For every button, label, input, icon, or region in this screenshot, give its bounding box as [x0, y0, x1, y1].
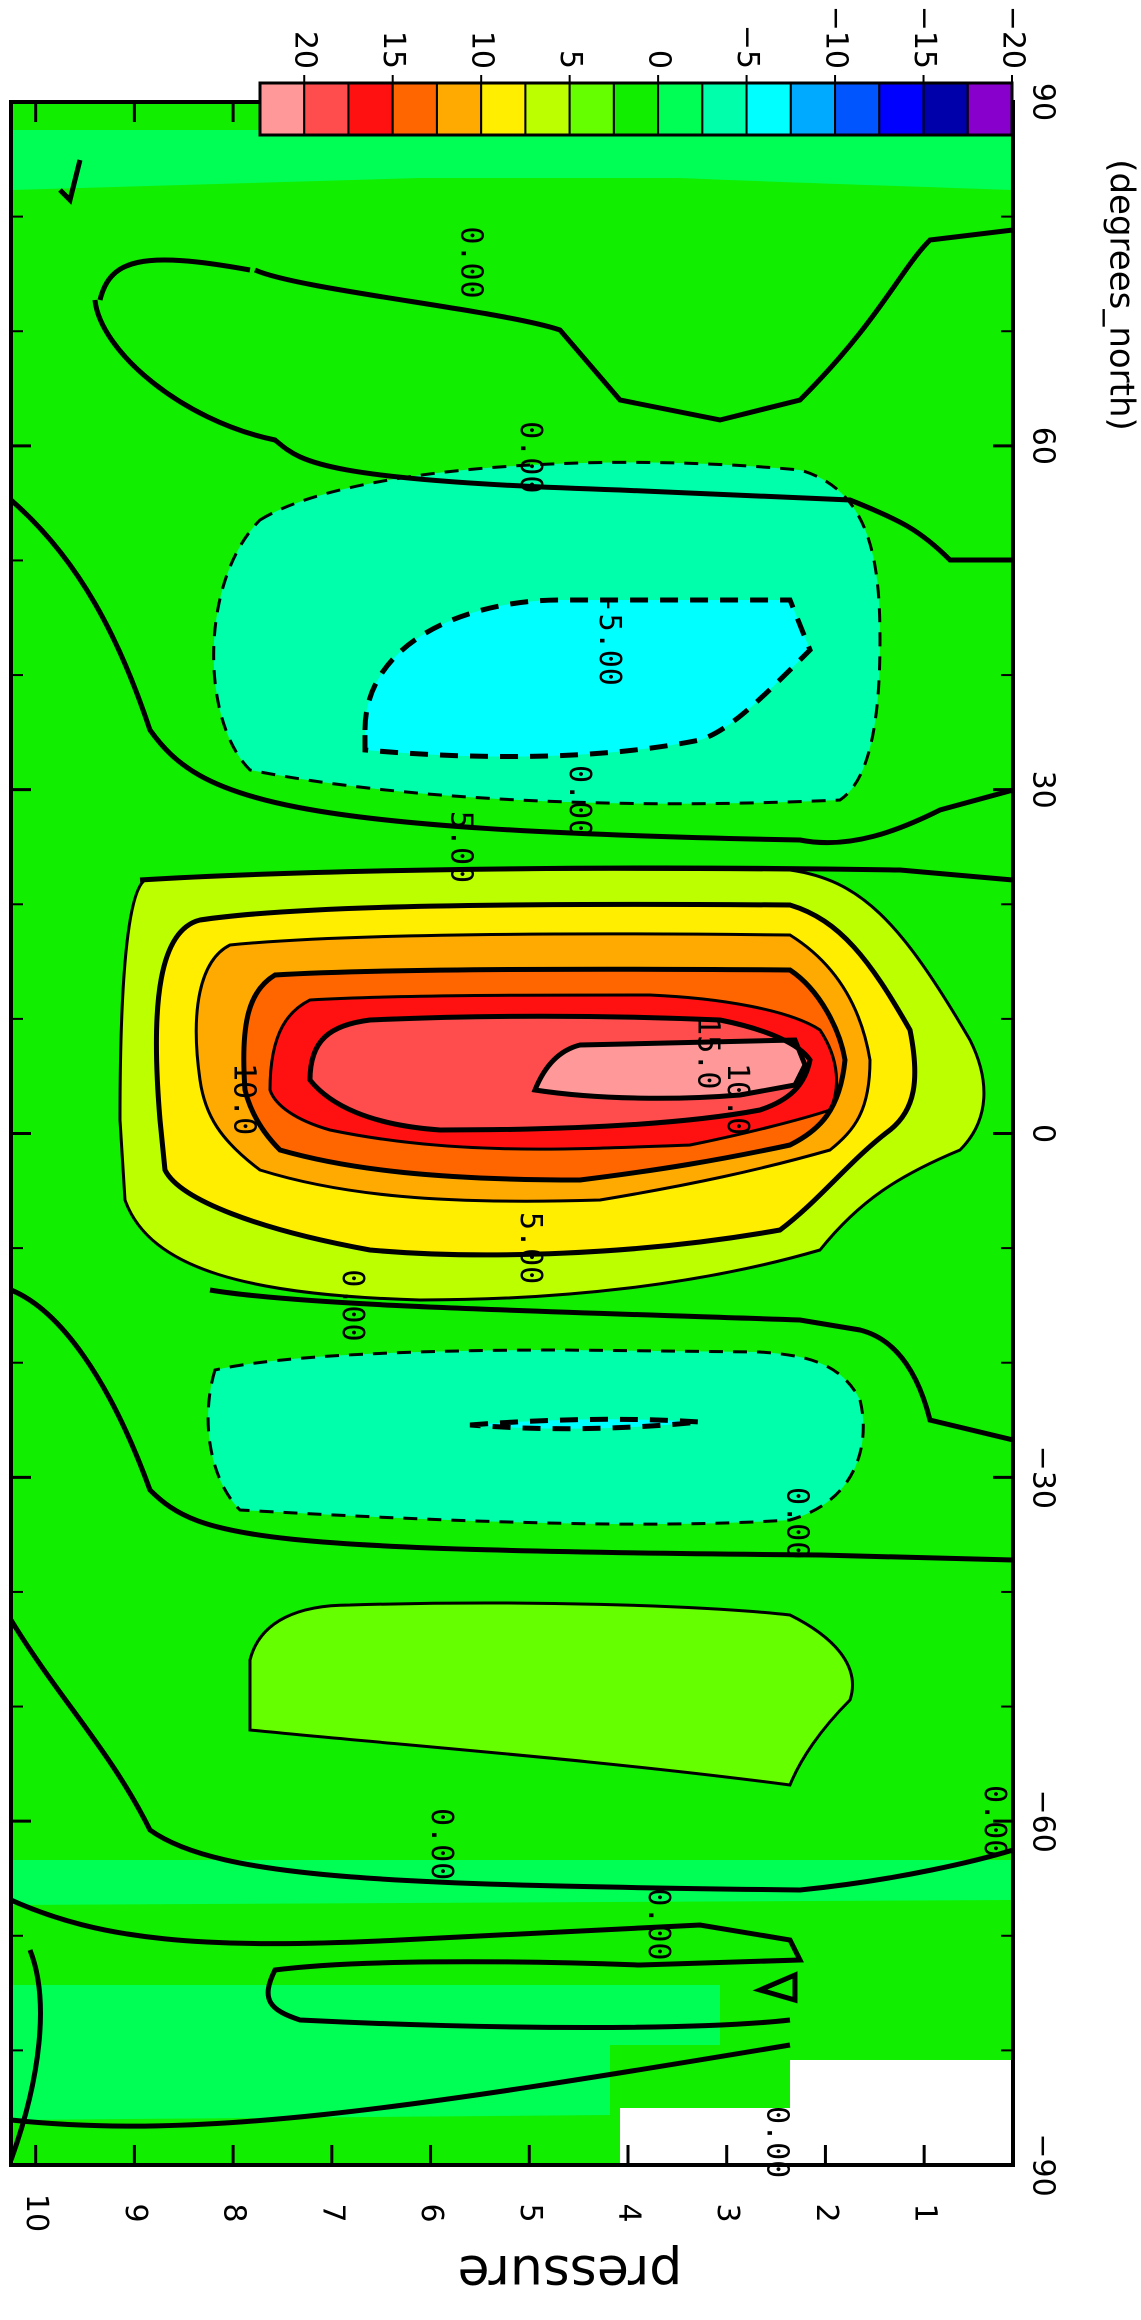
colorbar-tick-label: 20 — [288, 31, 323, 69]
contour-label-text: 0.00 — [779, 1487, 814, 1559]
colorbar-swatch — [658, 83, 702, 135]
colorbar-swatch — [924, 83, 968, 135]
colorbar-tick-label: 0 — [642, 50, 677, 69]
colorbar-swatch — [702, 83, 746, 135]
contour-label-text: 10.0 — [720, 1063, 755, 1135]
y-axis-title: pressure — [458, 2243, 683, 2303]
y-tick-label: 10 — [19, 2194, 54, 2232]
colorbar-swatch — [879, 83, 923, 135]
colorbar-swatch — [304, 83, 348, 135]
contour-label-text: 0.00 — [760, 2106, 795, 2178]
colorbar-tick-label: −10 — [819, 6, 854, 69]
colorbar-tick-label: 5 — [553, 50, 588, 69]
y-tick-label: 8 — [217, 2203, 252, 2222]
contour-label: 0.00 — [778, 1482, 815, 1564]
y-tick-label: 2 — [809, 2203, 844, 2222]
contour-label-text: 10.0 — [226, 1063, 261, 1135]
contour-label-text: 0.00 — [513, 421, 548, 493]
contour-label: 0.00 — [422, 1803, 459, 1885]
contour-label: 10.0 — [225, 1058, 262, 1140]
colorbar-swatch — [791, 83, 835, 135]
contour-label-text: -5.00 — [592, 596, 627, 686]
contour-label-text: 0.00 — [641, 1888, 676, 1960]
y-tick-label: 9 — [118, 2203, 153, 2222]
x-tick-label: 60 — [1026, 427, 1061, 465]
colorbar-swatch — [348, 83, 392, 135]
fill-region-south-low-outer — [208, 1350, 863, 1524]
colorbar-swatch — [968, 83, 1012, 135]
colorbar-swatch — [525, 83, 569, 135]
colorbar-swatch — [481, 83, 525, 135]
x-tick-label: −30 — [1026, 1446, 1061, 1509]
colorbar-tick-label: −5 — [730, 25, 765, 69]
contour-label: 5.00 — [442, 806, 479, 888]
colorbar-swatch — [260, 83, 304, 135]
colorbar-tick-label: 15 — [376, 31, 411, 69]
colorbar-swatch — [614, 83, 658, 135]
y-tick-label: 4 — [611, 2203, 646, 2222]
contour-label: 5.00 — [511, 1207, 548, 1289]
contour-label-text: 0.00 — [424, 1808, 459, 1880]
y-tick-label: 3 — [710, 2203, 745, 2222]
x-tick-label: 90 — [1026, 83, 1061, 121]
contour-label-text: 0.00 — [454, 226, 489, 298]
colorbar-tick-label: −15 — [907, 6, 942, 69]
contour-label: 0.00 — [561, 760, 598, 842]
contour-label: 0.00 — [758, 2101, 795, 2183]
contour-label: -5.00 — [590, 591, 627, 691]
contour-label: 10.0 — [719, 1058, 756, 1140]
contour-label: 0.00 — [334, 1264, 371, 1346]
colorbar-swatch — [437, 83, 481, 135]
y-tick-label: 5 — [513, 2203, 548, 2222]
colorbar-swatch — [570, 83, 614, 135]
colorbar-tick-label: −20 — [996, 6, 1031, 69]
x-axis-title: (degrees_north) — [1102, 159, 1141, 431]
y-tick-label: 6 — [414, 2203, 449, 2222]
contour-label-text: 0.00 — [562, 765, 597, 837]
x-tick-label: −60 — [1026, 1790, 1061, 1853]
colorbar-swatch — [835, 83, 879, 135]
colorbar-swatch — [393, 83, 437, 135]
x-tick-label: 30 — [1026, 771, 1061, 809]
contour-label-text: 5.00 — [513, 1212, 548, 1284]
y-tick-label: 7 — [315, 2203, 350, 2222]
y-tick-label: 1 — [908, 2203, 943, 2222]
colorbar: 20 15 10 5 0 −5 −10 −15 −20 — [260, 6, 1031, 135]
contour-label-text: 0.00 — [335, 1269, 370, 1341]
contour-label: 0.00 — [452, 221, 489, 303]
x-tick-label: −90 — [1026, 2133, 1061, 2196]
colorbar-swatch — [747, 83, 791, 135]
contour-label: 0.00 — [640, 1883, 677, 1965]
contour-label-text: 5.00 — [444, 811, 479, 883]
colorbar-tick-label: 10 — [465, 31, 500, 69]
x-tick-label: 0 — [1026, 1124, 1061, 1143]
contour-label: 0.00 — [511, 416, 548, 498]
